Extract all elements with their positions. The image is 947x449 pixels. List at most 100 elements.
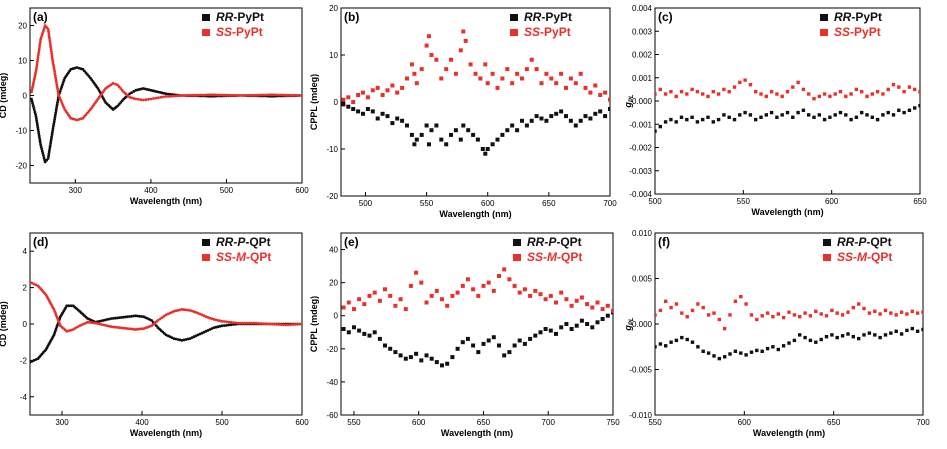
data-point <box>716 117 721 122</box>
data-point <box>764 94 768 99</box>
data-point <box>814 309 818 313</box>
data-point <box>701 305 705 310</box>
data-point <box>346 104 351 109</box>
data-point <box>49 43 52 47</box>
data-point <box>34 112 37 116</box>
legend-prefix: SS-M <box>216 250 247 264</box>
panel-label: (b) <box>344 10 359 24</box>
data-point <box>495 137 500 142</box>
data-point <box>37 130 40 134</box>
data-point <box>510 81 515 86</box>
y-tick-label: -20 <box>15 162 27 171</box>
data-point <box>685 92 689 96</box>
data-point <box>830 308 834 313</box>
data-point <box>759 92 763 96</box>
data-point <box>48 38 52 42</box>
x-tick-label: 500 <box>215 418 229 427</box>
data-point <box>485 147 490 151</box>
data-point <box>696 345 700 349</box>
data-point <box>31 86 34 90</box>
data-point <box>460 340 465 345</box>
data-point <box>679 90 684 94</box>
data-point <box>388 293 393 298</box>
y-tick-label: 0.005 <box>632 275 653 284</box>
legend-suffix: -QPt <box>245 235 270 249</box>
series-group <box>341 29 610 156</box>
data-point <box>573 123 578 128</box>
data-point <box>497 274 501 278</box>
data-point <box>803 335 807 340</box>
data-point <box>780 113 784 117</box>
data-point <box>55 316 59 319</box>
legend-swatch <box>202 239 210 246</box>
data-point <box>218 93 222 97</box>
data-point <box>769 110 774 115</box>
y-tick-label: 20 <box>329 279 338 288</box>
data-point <box>250 93 254 97</box>
data-point <box>291 323 295 326</box>
data-point <box>212 93 215 97</box>
data-point <box>846 310 850 314</box>
data-point <box>52 67 56 71</box>
data-point <box>775 92 779 96</box>
data-point <box>538 330 543 335</box>
data-point <box>50 56 54 60</box>
data-point <box>873 309 877 313</box>
data-point <box>588 90 593 95</box>
legend-label: RR-PyPt <box>834 10 882 24</box>
data-point <box>453 71 458 76</box>
data-point <box>544 118 549 123</box>
data-point <box>450 355 455 360</box>
data-point <box>49 142 52 145</box>
legend-suffix: -PyPt <box>851 10 882 24</box>
data-point <box>65 329 69 333</box>
data-point <box>254 321 258 325</box>
data-point <box>760 314 764 318</box>
series-SS-PyPt <box>30 24 302 122</box>
data-point <box>361 111 365 116</box>
legend-suffix: -PyPt <box>541 10 572 24</box>
data-point <box>42 154 45 157</box>
data-point <box>419 132 424 137</box>
data-point <box>35 121 39 125</box>
data-point <box>362 302 367 307</box>
data-point <box>658 308 663 313</box>
data-point <box>275 323 279 326</box>
data-point <box>481 283 486 288</box>
data-point <box>564 297 569 302</box>
data-point <box>409 132 414 137</box>
data-point <box>286 323 290 327</box>
data-point <box>902 90 906 94</box>
data-point <box>31 102 34 105</box>
x-tick-label: 550 <box>420 199 434 208</box>
data-point <box>279 93 282 97</box>
y-tick-label: 0.003 <box>632 27 653 36</box>
data-point <box>701 349 705 353</box>
data-point <box>37 51 40 55</box>
data-point <box>862 333 866 337</box>
data-point <box>362 331 367 336</box>
data-point <box>524 123 529 128</box>
y-tick-label: 10 <box>18 57 27 66</box>
data-point <box>372 330 377 335</box>
y-tick-label: 0.002 <box>632 51 653 60</box>
data-point <box>250 321 254 325</box>
data-point <box>564 114 568 119</box>
data-point <box>490 142 495 147</box>
data-point <box>522 341 527 346</box>
data-point <box>405 76 409 81</box>
data-point <box>865 113 869 117</box>
panel-label: (e) <box>344 235 359 249</box>
legend-suffix: -QPt <box>246 250 271 264</box>
data-point <box>867 311 872 315</box>
data-point <box>517 338 522 343</box>
data-point <box>36 58 40 62</box>
data-point <box>819 312 823 316</box>
data-point <box>808 338 813 343</box>
data-point <box>669 340 673 344</box>
data-point <box>722 113 726 117</box>
series-SS-PyPt <box>341 29 610 104</box>
data-point <box>723 326 727 331</box>
